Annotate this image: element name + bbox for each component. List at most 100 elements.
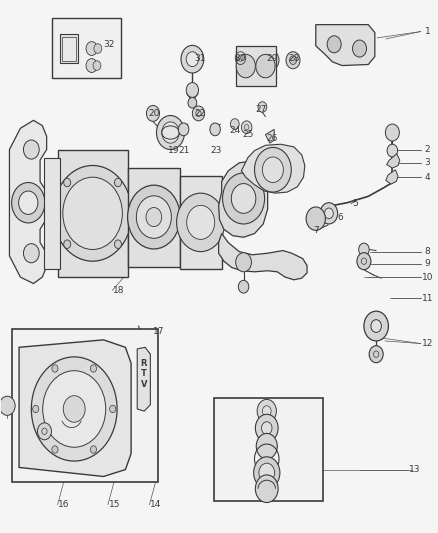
- Circle shape: [370, 320, 381, 333]
- Circle shape: [136, 196, 171, 238]
- Circle shape: [257, 399, 276, 423]
- Bar: [44, 158, 60, 269]
- Text: 30: 30: [234, 54, 246, 62]
- Bar: [127, 168, 180, 266]
- Text: R
T
V: R T V: [140, 359, 147, 389]
- Bar: [52, 18, 121, 78]
- Circle shape: [254, 148, 290, 192]
- Bar: [62, 37, 76, 61]
- Circle shape: [358, 243, 368, 256]
- Circle shape: [90, 365, 96, 372]
- Circle shape: [114, 178, 121, 187]
- Text: 17: 17: [152, 327, 164, 336]
- Circle shape: [356, 253, 370, 270]
- Circle shape: [23, 140, 39, 159]
- Circle shape: [238, 280, 248, 293]
- Polygon shape: [19, 340, 131, 477]
- Circle shape: [94, 44, 102, 53]
- Circle shape: [42, 370, 106, 447]
- Circle shape: [319, 203, 337, 224]
- Polygon shape: [385, 169, 397, 184]
- Circle shape: [255, 414, 278, 442]
- Circle shape: [23, 244, 39, 263]
- Text: 16: 16: [58, 500, 70, 509]
- Circle shape: [363, 311, 388, 341]
- Circle shape: [255, 54, 275, 78]
- Circle shape: [127, 185, 180, 249]
- Circle shape: [324, 208, 332, 219]
- Text: 22: 22: [194, 109, 205, 118]
- Circle shape: [255, 475, 278, 503]
- Text: 28: 28: [288, 54, 299, 62]
- Circle shape: [161, 122, 179, 143]
- Circle shape: [385, 124, 399, 141]
- Circle shape: [176, 193, 224, 252]
- Text: 13: 13: [407, 465, 419, 474]
- Text: 12: 12: [421, 339, 432, 348]
- Text: 24: 24: [229, 126, 240, 135]
- Text: 14: 14: [150, 500, 161, 509]
- Circle shape: [368, 346, 382, 363]
- Text: 3: 3: [424, 158, 429, 167]
- Circle shape: [305, 207, 325, 230]
- Circle shape: [114, 240, 121, 248]
- Polygon shape: [265, 130, 274, 143]
- Circle shape: [261, 422, 272, 434]
- Circle shape: [258, 102, 266, 112]
- Text: 5: 5: [351, 199, 357, 208]
- Text: 26: 26: [266, 134, 277, 143]
- Text: 19: 19: [167, 146, 179, 155]
- Text: 25: 25: [242, 130, 253, 139]
- Circle shape: [326, 36, 340, 53]
- Text: 10: 10: [420, 273, 432, 281]
- Circle shape: [63, 177, 122, 249]
- Circle shape: [289, 56, 296, 64]
- Bar: [236, 46, 275, 86]
- Circle shape: [241, 121, 251, 134]
- Circle shape: [90, 446, 96, 453]
- Circle shape: [52, 365, 58, 372]
- Circle shape: [286, 52, 299, 69]
- Circle shape: [386, 144, 397, 157]
- Bar: [12, 329, 158, 482]
- Circle shape: [237, 55, 243, 61]
- Bar: [57, 150, 127, 277]
- Polygon shape: [10, 120, 46, 284]
- Circle shape: [156, 116, 184, 150]
- Text: 32: 32: [103, 40, 115, 49]
- Polygon shape: [137, 348, 150, 411]
- Text: 18: 18: [113, 286, 124, 295]
- Circle shape: [0, 396, 15, 415]
- Circle shape: [352, 40, 366, 57]
- Circle shape: [52, 446, 58, 453]
- Circle shape: [37, 423, 51, 440]
- Polygon shape: [218, 233, 306, 280]
- Text: 9: 9: [424, 260, 429, 268]
- Text: 21: 21: [178, 146, 190, 155]
- Text: 6: 6: [336, 213, 342, 222]
- Text: 7: 7: [312, 226, 318, 235]
- Text: 8: 8: [424, 247, 429, 256]
- Circle shape: [32, 405, 39, 413]
- Circle shape: [262, 406, 271, 416]
- Polygon shape: [315, 25, 374, 66]
- Text: 2: 2: [424, 145, 429, 154]
- Circle shape: [258, 463, 274, 482]
- Circle shape: [235, 253, 251, 272]
- Polygon shape: [386, 154, 399, 168]
- Polygon shape: [241, 144, 304, 193]
- Circle shape: [186, 83, 198, 98]
- Circle shape: [180, 45, 203, 73]
- Circle shape: [64, 178, 71, 187]
- Bar: [180, 176, 221, 269]
- Circle shape: [110, 405, 116, 413]
- Bar: [60, 34, 78, 63]
- Circle shape: [209, 123, 220, 136]
- Circle shape: [256, 433, 277, 459]
- Text: 1: 1: [424, 27, 429, 36]
- Circle shape: [186, 205, 214, 239]
- Bar: [214, 398, 322, 502]
- Circle shape: [262, 157, 283, 182]
- Circle shape: [236, 54, 255, 78]
- Circle shape: [146, 106, 159, 122]
